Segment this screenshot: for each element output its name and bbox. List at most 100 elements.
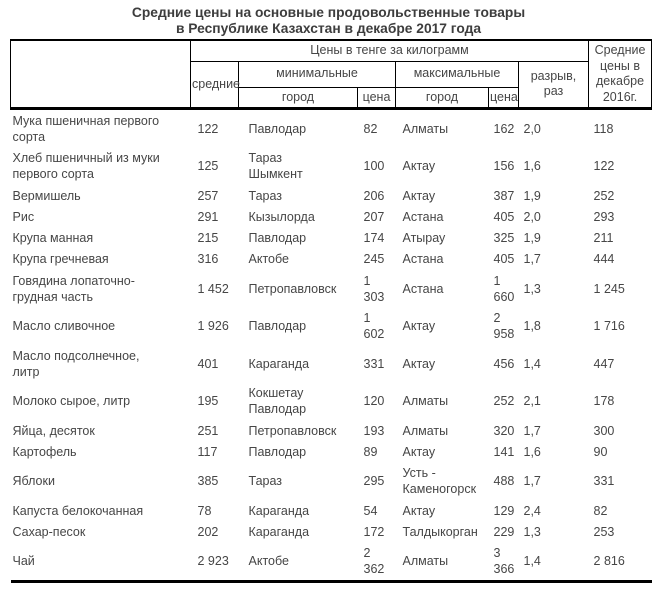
- header-min-group: минимальные: [238, 60, 396, 88]
- cell-product-name: Вермишель: [12, 188, 81, 203]
- cell-min-city: Тараз: [248, 188, 283, 203]
- cell-product-name: Картофель: [12, 444, 77, 459]
- header-min-price: цена: [357, 86, 396, 110]
- table-row: Мука пшеничная первого сорта 122 Павлода…: [11, 109, 652, 148]
- cell-max-price: 1 660: [493, 273, 515, 304]
- cell-max-price: 229: [493, 524, 515, 539]
- cell-min-price: 245: [363, 252, 385, 267]
- cell-avg-2016: 1 716: [593, 319, 625, 334]
- cell-max-price: 252: [493, 394, 515, 409]
- header-product-empty-cell: [10, 39, 191, 110]
- cell-max-city: Астана: [402, 252, 444, 267]
- cell-min-city: Павлодар: [248, 319, 307, 334]
- table-row: Молоко сырое, литр 195 Кокшетау Павлодар…: [11, 383, 652, 421]
- header-row-1: Цены в тенге за килограмм Средние цены в…: [10, 39, 653, 110]
- cell-avg-2016: 293: [593, 209, 615, 224]
- cell-product-name: Масло сливочное: [12, 319, 116, 334]
- cell-avg-2016: 118: [593, 121, 614, 136]
- price-table: Цены в тенге за килограмм Средние цены в…: [10, 39, 653, 583]
- cell-product-name: Хлеб пшеничный из муки первого сорта: [12, 151, 160, 182]
- cell-gap-ratio: 1,6: [523, 159, 541, 174]
- cell-max-price: 2 958: [493, 311, 515, 342]
- table-row: Капуста белокочанная 78 Караганда 54 Акт…: [11, 500, 652, 521]
- cell-max-city: Актау: [402, 159, 436, 174]
- cell-max-city: Актау: [402, 319, 436, 334]
- cell-avg-2016: 178: [593, 394, 615, 409]
- header-avg: средние: [190, 60, 240, 110]
- cell-max-price: 488: [493, 474, 515, 489]
- cell-gap-ratio: 2,4: [523, 503, 541, 518]
- cell-min-city: Петропавловск: [248, 281, 337, 296]
- cell-avg-price: 202: [197, 524, 219, 539]
- cell-max-city: Алматы: [402, 121, 449, 136]
- cell-max-price: 162: [493, 121, 515, 136]
- cell-min-price: 206: [363, 188, 385, 203]
- cell-min-city: Актобе: [248, 252, 289, 267]
- cell-max-price: 129: [493, 503, 515, 518]
- cell-gap-ratio: 1,9: [523, 188, 541, 203]
- cell-min-price: 1 303: [363, 273, 385, 304]
- cell-avg-price: 215: [197, 231, 219, 245]
- cell-max-city: Алматы: [402, 394, 449, 409]
- cell-avg-2016: 90: [593, 444, 608, 459]
- cell-avg-price: 2 923: [197, 554, 229, 569]
- header-row-2: средние минимальные максимальные разрыв,…: [11, 60, 652, 110]
- cell-gap-ratio: 1,7: [523, 252, 541, 267]
- cell-product-name: Сахар-песок: [12, 524, 86, 539]
- cell-avg-2016: 122: [593, 159, 615, 174]
- cell-max-price: 3 366: [493, 546, 515, 577]
- cell-product-name: Крупа гречневая: [12, 252, 109, 267]
- cell-product-name: Яблоки: [12, 474, 55, 489]
- cell-max-price: 387: [493, 188, 515, 203]
- cell-min-city: Тараз: [248, 474, 283, 489]
- cell-avg-2016: 211: [593, 231, 614, 245]
- title-line-2: в Республике Казахстан в декабре 2017 го…: [175, 20, 482, 36]
- cell-avg-price: 1 452: [197, 281, 229, 296]
- header-max-price: цена: [488, 86, 519, 110]
- cell-gap-ratio: 1,7: [523, 423, 541, 438]
- table-row: Масло сливочное 1 926 Павлодар 1 602 Акт…: [11, 308, 652, 346]
- table-row: Крупа гречневая 316 Актобе 245 Астана 40…: [11, 249, 652, 270]
- cell-min-price: 100: [363, 159, 385, 174]
- cell-min-city: Петропавловск: [248, 423, 337, 438]
- cell-avg-price: 385: [197, 474, 219, 489]
- cell-max-city: Актау: [402, 356, 436, 371]
- header-avg-2016: Средние цены в декабре 2016г.: [588, 39, 653, 110]
- cell-min-price: 89: [363, 444, 378, 459]
- cell-gap-ratio: 1,7: [523, 474, 541, 489]
- cell-min-city: Павлодар: [248, 231, 307, 245]
- cell-max-price: 156: [493, 159, 515, 174]
- cell-avg-price: 401: [197, 356, 219, 371]
- cell-max-city: Усть - Каменогорск: [402, 466, 477, 497]
- cell-avg-2016: 253: [593, 524, 615, 539]
- table-row: Яйца, десяток 251 Петропавловск 193 Алма…: [11, 420, 652, 441]
- cell-avg-price: 257: [197, 188, 219, 203]
- cell-avg-price: 1 926: [197, 319, 229, 334]
- header-max-city: город: [395, 86, 489, 110]
- table-row: Сахар-песок 202 Караганда 172 Талдыкорга…: [11, 521, 652, 542]
- cell-avg-2016: 2 816: [593, 554, 625, 569]
- header-price-group: Цены в тенге за килограмм: [189, 39, 590, 62]
- cell-gap-ratio: 1,6: [523, 444, 541, 459]
- table-row: Хлеб пшеничный из муки первого сорта 125…: [11, 148, 652, 186]
- cell-max-city: Актау: [402, 444, 436, 459]
- cell-gap-ratio: 1,3: [523, 524, 541, 539]
- cell-min-price: 120: [363, 394, 385, 409]
- cell-max-city: Атырау: [402, 231, 446, 245]
- cell-min-price: 1 602: [363, 311, 385, 342]
- cell-product-name: Капуста белокочанная: [12, 503, 144, 518]
- cell-avg-2016: 1 245: [593, 281, 625, 296]
- cell-product-name: Чай: [12, 554, 35, 569]
- cell-avg-2016: 331: [593, 474, 615, 489]
- title-line-1: Средние цены на основные продовольственн…: [131, 5, 526, 20]
- cell-avg-2016: 252: [593, 188, 615, 203]
- cell-max-city: Актау: [402, 503, 436, 518]
- header-row-3: город цена город цена: [11, 86, 652, 110]
- table-row: Рис 291 Кызылорда 207 Астана 405 2,0 293: [11, 206, 652, 227]
- table-row: Говядина лопаточно-грудная часть 1 452 П…: [11, 270, 652, 308]
- cell-avg-2016: 444: [593, 252, 615, 267]
- cell-gap-ratio: 1,3: [523, 281, 541, 296]
- cell-max-price: 405: [493, 209, 515, 224]
- cell-gap-ratio: 1,8: [523, 319, 541, 334]
